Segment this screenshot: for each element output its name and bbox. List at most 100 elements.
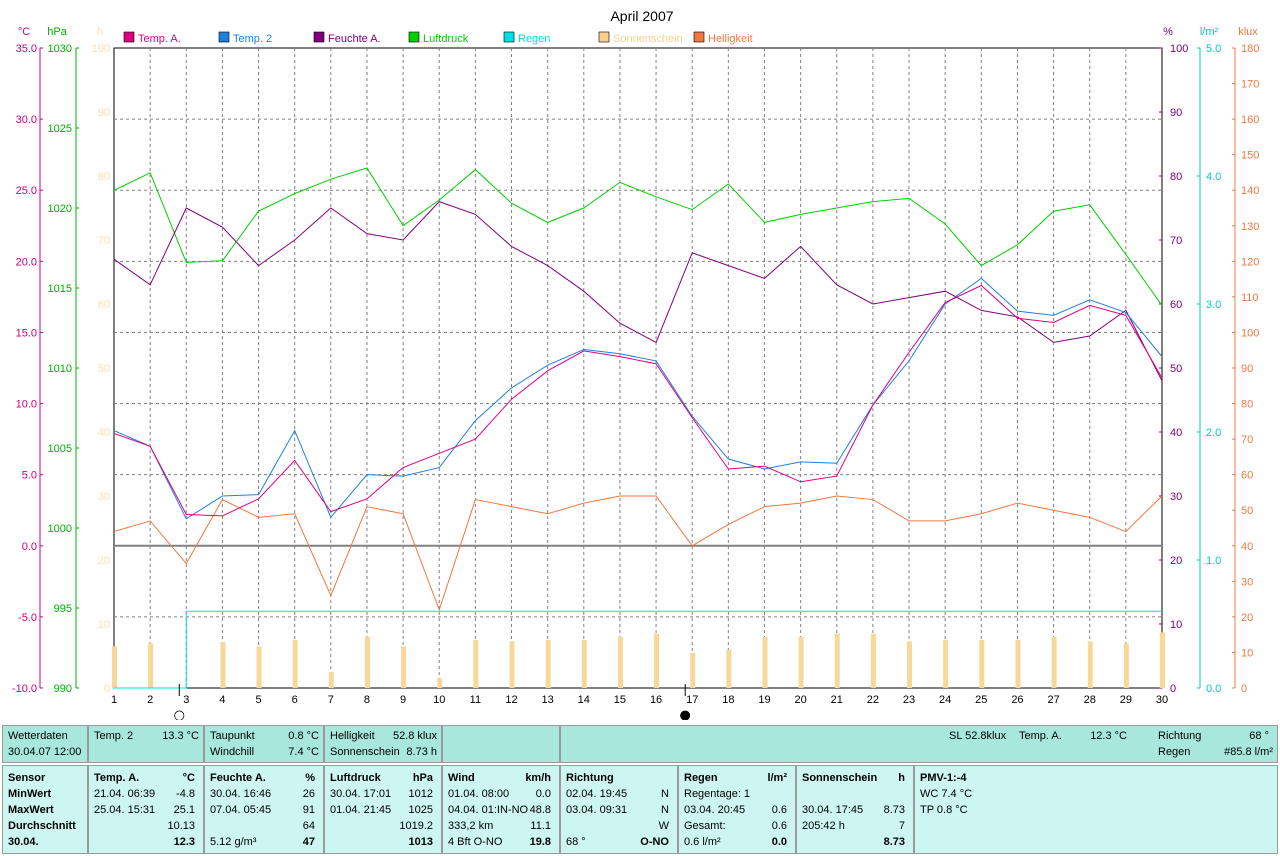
richtung-label: Richtung	[1158, 730, 1202, 742]
legend-swatch	[313, 31, 325, 43]
feuchte-stats-panel: Feuchte A.% 30.04. 16:46 26 07.04. 05:45 91 6…	[204, 765, 324, 854]
temp-tick-label: 15.0	[16, 327, 37, 339]
x-tick-label: 19	[758, 694, 770, 706]
light-tick-label: 0	[1241, 683, 1247, 695]
x-tick-label: 20	[794, 694, 806, 706]
pressure-tick-label: 990	[54, 683, 72, 695]
luftdruck-title: Luftdruck	[330, 772, 381, 784]
temp-tick-label: 25.0	[16, 185, 37, 197]
windchill-label: Windchill	[210, 746, 255, 758]
humidity-tick-label: 60	[1170, 299, 1182, 311]
wind-title: Wind	[448, 772, 475, 784]
regen-title: Regen	[684, 772, 718, 784]
luftdruck-unit: hPa	[412, 772, 433, 784]
sonnenschein-row-2-value: 7	[898, 820, 905, 832]
sunshine-bar	[292, 640, 298, 688]
tempA-row-2-value: 10.13	[167, 820, 195, 832]
humidity-tick-label: 80	[1170, 171, 1182, 183]
temp-tick-label: 35.0	[16, 43, 37, 55]
sunshine-bar	[112, 646, 117, 688]
pressure-tick-label: 1025	[48, 123, 72, 135]
richtung-row-1-value: N	[661, 804, 669, 816]
helligkeit-value: 52.8 klux	[392, 730, 437, 742]
plot-border	[113, 47, 1163, 689]
legend-label: Sonnenschein	[613, 33, 683, 45]
weather-chart: April 2007 Temp. A. Temp. 2 Feuchte A. Luftd…	[12, 8, 1259, 720]
humidity-axis-unit: %	[1163, 26, 1173, 38]
sensor-avg-label: Durchschnitt	[8, 820, 76, 832]
series-line-temp-2	[113, 277, 1163, 520]
wind-row-0-value: 0.0	[535, 788, 551, 800]
temp2-label: Temp. 2	[94, 730, 134, 742]
sunshine-bar	[690, 652, 696, 688]
sonnenschein-title: Sonnenschein	[802, 772, 878, 784]
x-tick-label: 11	[470, 694, 481, 706]
tempA-row-0-value: -4.8	[176, 788, 195, 800]
legend-label: Feuchte A.	[328, 33, 381, 45]
tempA-title: Temp. A.	[94, 772, 140, 784]
sunshine-bar	[1087, 641, 1093, 688]
pressure-tick-label: 1020	[48, 203, 72, 215]
sensor-panel: Sensor MinWert MaxWert Durchschnitt 30.0…	[2, 765, 88, 854]
humidity-tick-label: 30	[1170, 491, 1182, 503]
regen-label: Regen	[1158, 746, 1191, 758]
series-line-luftdruck	[113, 167, 1163, 306]
sensor-today-label: 30.04.	[8, 836, 39, 848]
pmv-panel: PMV-1:-4 WC 7.4 °C TP 0.8 °C	[914, 765, 1278, 854]
x-tick-label: 25	[975, 694, 987, 706]
light-tick-label: 70	[1241, 434, 1253, 446]
tempA-stats-panel: Temp. A. °C 21.04. 06:39 -4.8 25.04. 15:31 25…	[88, 765, 204, 854]
helligkeit-label: Helligkeit	[330, 730, 375, 742]
regen-row-1-value: 0.6	[771, 804, 787, 816]
humidity-tick-label: 10	[1170, 619, 1182, 631]
humidity-tick-label: 90	[1170, 107, 1182, 119]
hours-tick-label: 70	[98, 235, 110, 247]
luftdruck-row-1-label: 01.04. 21:45	[330, 804, 392, 816]
rain-tick-label: 2.0	[1206, 427, 1221, 439]
current-weather-panel: Wetterdaten 30.04.07 12:00	[2, 725, 88, 763]
hours-tick-label: 100	[92, 43, 110, 55]
rain-tick-label: 5.0	[1206, 43, 1221, 55]
light-tick-label: 150	[1241, 150, 1259, 162]
temp-tick-label: 30.0	[16, 114, 37, 126]
pressure-tick-label: 1000	[48, 523, 72, 535]
regen-stats-panel: Regen l/m² Regentage: 1 03.04. 20:45 0.6 Gesa…	[678, 765, 796, 854]
sunshine-bar	[1051, 636, 1057, 688]
richtung-row-2-value: W	[658, 820, 669, 832]
x-tick-label: 30	[1156, 694, 1168, 706]
sunshine-bar	[509, 641, 515, 688]
rain-tick-label: 0.0	[1206, 683, 1221, 695]
sonnenschein-row-3-value: 8.73	[883, 836, 905, 848]
sonnenschein-row-2-label: 205:42 h	[802, 820, 845, 832]
pressure-tick-label: 1015	[48, 283, 72, 295]
luftdruck-stats-panel: Luftdruck hPa 30.04. 17:01 1012 01.04. 21:45…	[324, 765, 442, 854]
sunshine-bar	[617, 636, 623, 688]
richtung-row-1-label: 03.04. 09:31	[566, 804, 628, 816]
x-tick-label: 23	[903, 694, 915, 706]
light-tick-label: 170	[1241, 79, 1259, 91]
hours-tick-label: 10	[98, 619, 110, 631]
x-tick-label: 7	[328, 694, 334, 706]
sunshine-bar	[581, 640, 587, 688]
legend-label: Temp. A.	[138, 33, 181, 45]
feuchte-row-3-value: 47	[302, 836, 315, 848]
x-tick-label: 10	[433, 694, 445, 706]
x-tick-label: 1	[111, 694, 117, 706]
light-tick-label: 20	[1241, 612, 1253, 624]
pressure-tick-label: 995	[54, 603, 72, 615]
sunshine-bar	[437, 678, 443, 688]
sonnenschein-row-1-label: 30.04. 17:45	[802, 804, 864, 816]
wind-row-2-label: 333,2 km	[448, 820, 494, 832]
legend-label: Temp. 2	[233, 33, 272, 45]
x-tick-label: 17	[686, 694, 698, 706]
legend-swatch	[693, 31, 705, 43]
feuchte-row-1-value: 91	[302, 804, 315, 816]
legend-label: Regen	[518, 33, 550, 45]
legend-label: Luftdruck	[423, 33, 469, 45]
rain-tick-label: 1.0	[1206, 555, 1221, 567]
moon-phase-icon: ●	[680, 708, 691, 720]
wind-row-3-value: 19.8	[529, 836, 551, 848]
wind-row-3-label: 4 Bft O-NO	[448, 836, 503, 848]
sunshine-bar	[401, 646, 407, 688]
series-line-regen	[114, 610, 1162, 689]
